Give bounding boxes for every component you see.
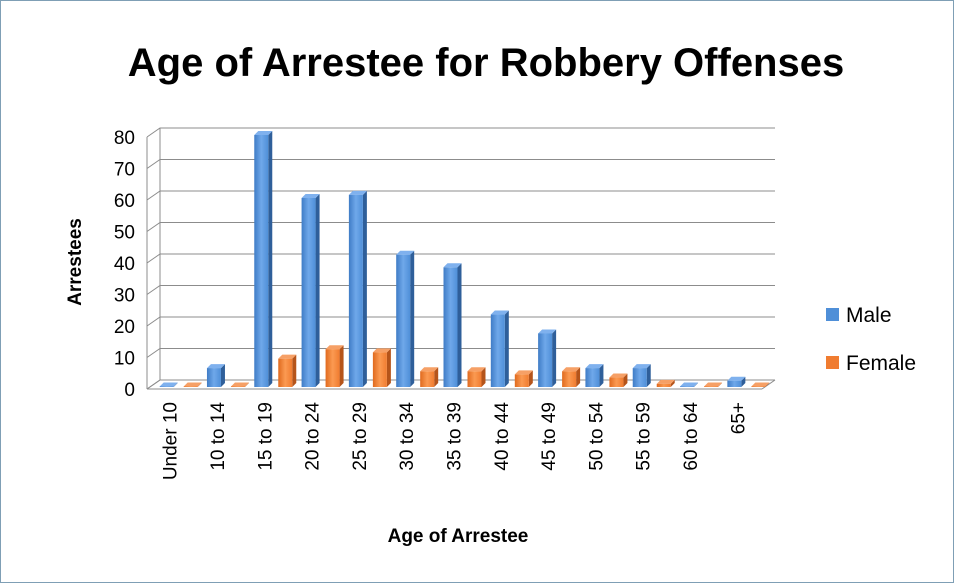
x-tick-label: 10 to 14 (208, 402, 229, 471)
bar-female-10 (656, 379, 675, 387)
x-tick-label: 60 to 64 (681, 402, 702, 471)
bar-female-1 (230, 382, 249, 387)
bar-male-6 (443, 263, 462, 387)
x-tick-label: 35 to 39 (445, 402, 466, 471)
x-tick-label: 20 to 24 (303, 402, 324, 471)
legend-label: Male (846, 304, 892, 327)
x-tick-label: Under 10 (161, 402, 182, 480)
x-tick-label: 45 to 49 (539, 402, 560, 471)
bar-female-7 (514, 370, 533, 387)
bar-male-4 (348, 190, 367, 387)
bar-male-5 (396, 250, 415, 387)
bar-male-12 (727, 376, 746, 387)
x-tick-label: 25 to 29 (350, 402, 371, 471)
gridline (146, 316, 775, 327)
legend: Male Female (826, 304, 916, 375)
legend-swatch (826, 356, 839, 369)
gridline (146, 253, 775, 264)
gridline (146, 190, 775, 201)
x-tick-label: 50 to 54 (586, 402, 607, 471)
bar-female-11 (704, 382, 723, 387)
y-tick-label: 10 (114, 349, 135, 370)
bar-male-0 (159, 382, 178, 387)
y-tick-label: 40 (114, 254, 135, 275)
bar-female-2 (278, 354, 297, 387)
bars (159, 131, 770, 387)
bar-female-9 (609, 373, 628, 387)
legend-item-female: Female (826, 352, 916, 375)
bar-female-6 (467, 367, 486, 387)
bar-male-9 (585, 364, 604, 387)
x-tick-label: 15 to 19 (255, 402, 276, 471)
x-tick-label: 40 to 44 (492, 402, 513, 471)
bar-female-12 (751, 382, 770, 387)
y-tick-label: 20 (114, 317, 135, 338)
y-tick-label: 60 (114, 191, 135, 212)
bar-male-2 (254, 131, 273, 387)
y-axis-title: Arrestees (65, 218, 86, 306)
gridline (146, 285, 775, 295)
bar-female-5 (420, 367, 439, 387)
bar-male-8 (538, 329, 557, 387)
legend-swatch (826, 308, 839, 321)
gridline (146, 222, 775, 232)
bar-female-3 (325, 345, 344, 387)
bar-female-4 (372, 348, 391, 387)
legend-item-male: Male (826, 304, 892, 327)
chart-title: Age of Arrestee for Robbery Offenses (128, 41, 844, 85)
x-tick-label: 65+ (728, 402, 749, 434)
bar-female-0 (183, 382, 202, 387)
x-tick-label: 55 to 59 (634, 402, 655, 471)
bar-male-11 (680, 382, 699, 387)
bar-male-3 (301, 194, 320, 387)
bar-male-1 (206, 364, 225, 387)
y-tick-label: 70 (114, 160, 135, 181)
y-tick-label: 30 (114, 286, 135, 307)
y-tick-label: 0 (124, 380, 135, 401)
x-axis-title: Age of Arrestee (388, 526, 529, 547)
bar-male-7 (490, 310, 509, 387)
legend-label: Female (846, 352, 916, 375)
gridline (146, 127, 775, 138)
gridline (146, 348, 775, 358)
y-tick-label: 50 (114, 223, 135, 244)
y-tick-labels: 0 10 20 30 40 50 60 70 80 (114, 128, 135, 401)
gridline (146, 159, 775, 169)
x-tick-label: 30 to 34 (397, 402, 418, 471)
y-tick-label: 80 (114, 128, 135, 149)
floor-right-edge (761, 379, 776, 390)
bar-female-8 (562, 367, 581, 387)
x-tick-labels: Under 10 10 to 14 15 to 19 20 to 24 25 to 29… (161, 402, 750, 481)
bar-male-10 (632, 364, 651, 387)
